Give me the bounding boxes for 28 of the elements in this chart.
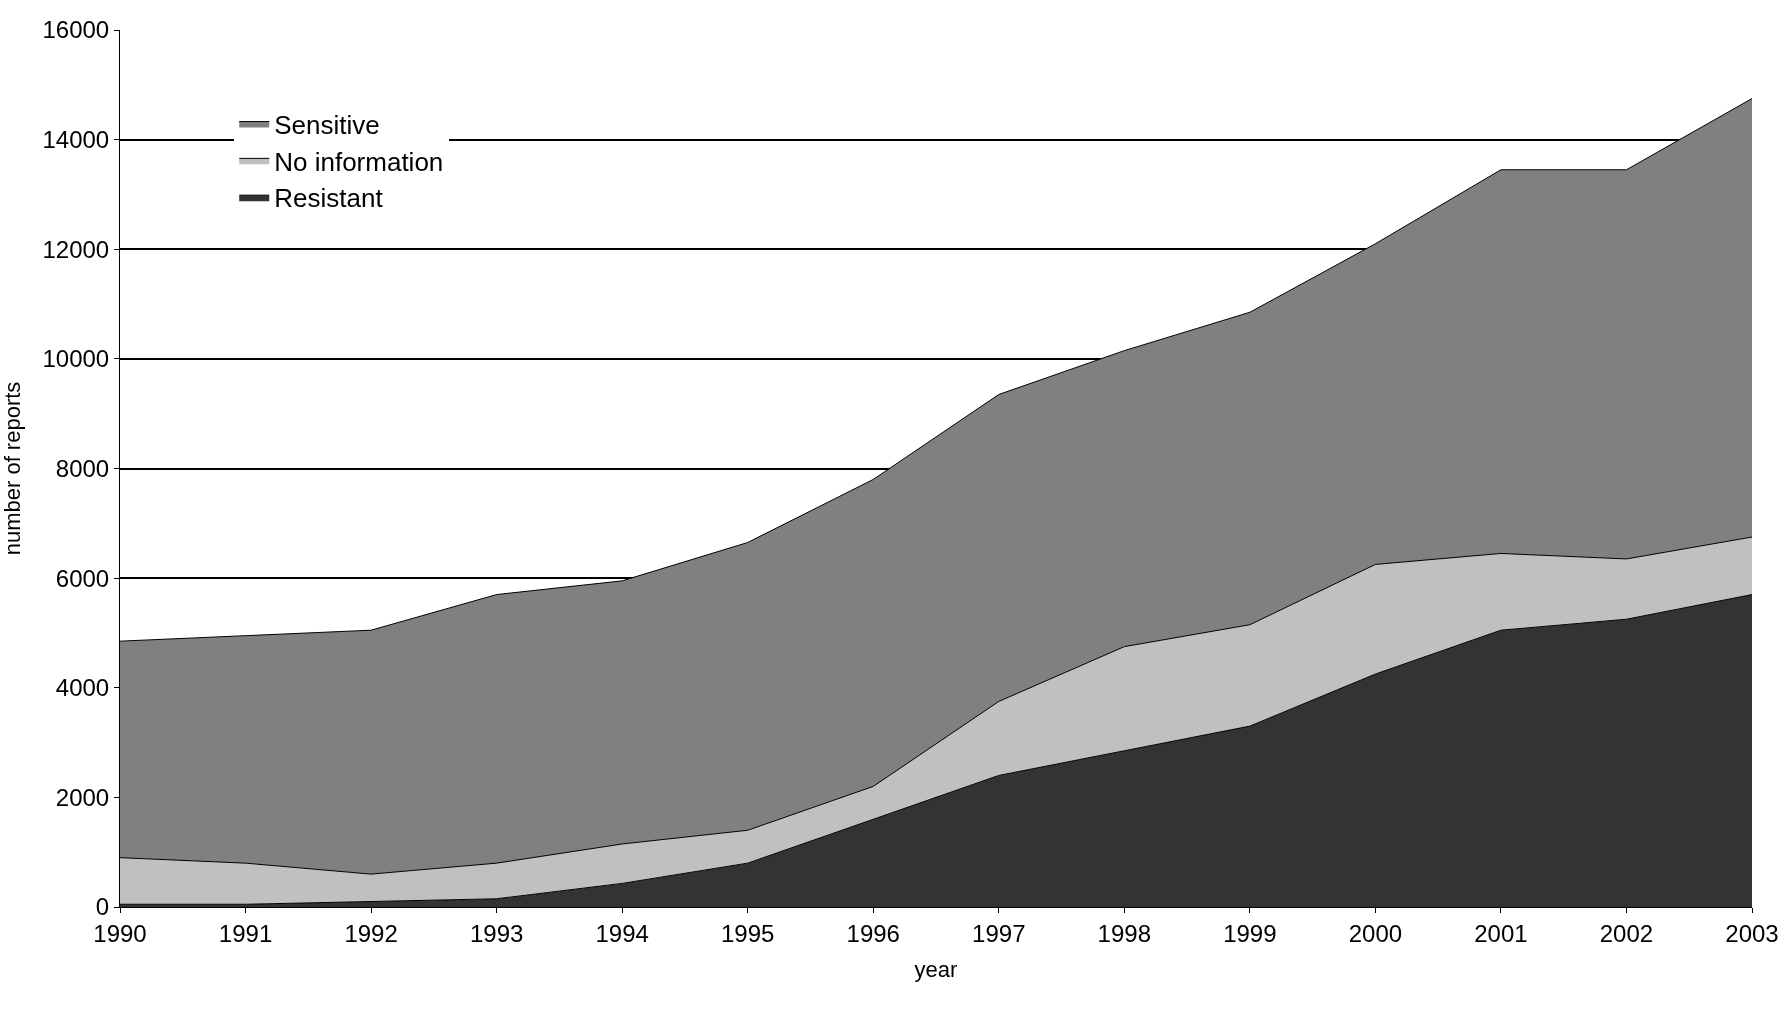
x-tick-label: 1997 [972,919,1026,947]
y-tick-label: 4000 [55,674,110,702]
x-tick-label: 1991 [218,919,273,947]
x-tick-label: 1990 [93,919,147,947]
x-tick-label: 2000 [1348,919,1403,947]
x-axis-title: year [914,956,958,982]
x-tick-label: 1996 [846,919,900,947]
x-tick-label: 1998 [1097,919,1152,947]
x-tick-label: 2003 [1725,919,1779,947]
y-axis-title: number of reports [0,381,26,556]
legend-label: No information [274,146,444,177]
y-tick-label: 0 [95,893,110,921]
y-tick-label: 16000 [42,16,110,44]
y-tick-label: 6000 [55,564,110,592]
legend-label: Sensitive [274,109,380,140]
y-tick-label: 8000 [55,454,110,482]
x-tick-label: 1993 [469,919,524,947]
y-tick-label: 14000 [42,126,110,154]
x-tick-label: 1995 [720,919,775,947]
legend-label: Resistant [274,183,384,214]
x-tick-label: 2002 [1599,919,1654,947]
y-tick-label: 12000 [42,235,110,263]
x-tick-label: 1999 [1223,919,1277,947]
y-tick-label: 2000 [55,783,110,811]
x-tick-label: 1992 [344,919,398,947]
x-tick-label: 1994 [595,919,649,947]
y-tick-label: 10000 [42,345,110,373]
x-tick-label: 2001 [1474,919,1528,947]
